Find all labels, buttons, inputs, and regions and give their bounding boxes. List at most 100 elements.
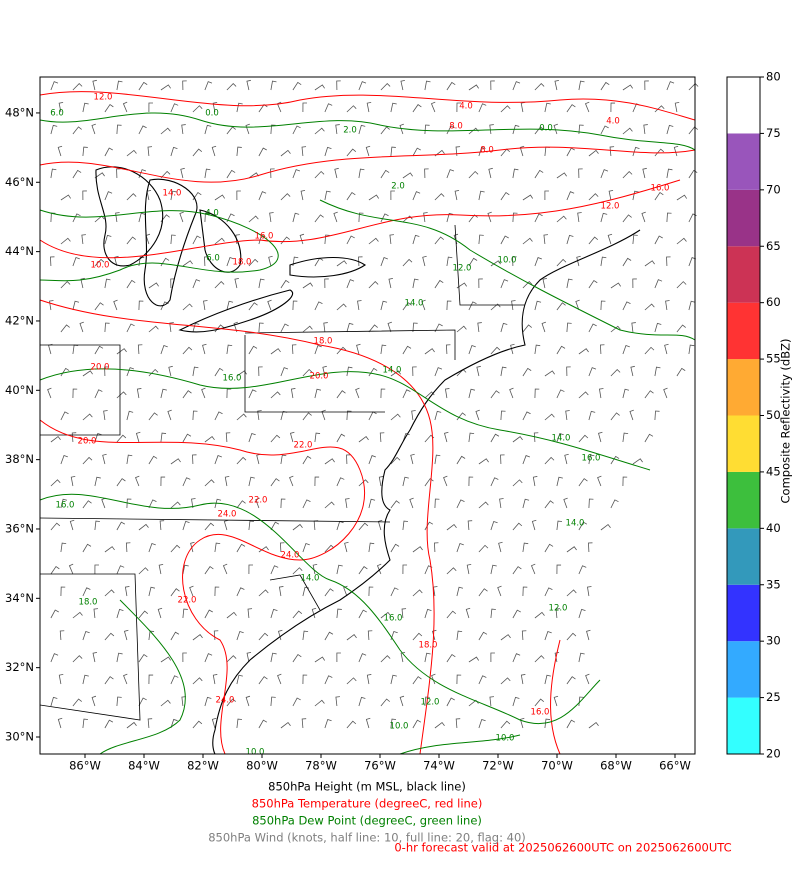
wind-barb xyxy=(380,83,391,91)
wind-barb xyxy=(334,167,339,179)
wind-barb xyxy=(578,348,589,355)
wind-barb xyxy=(411,410,416,421)
wind-barb xyxy=(688,169,698,179)
wind-barb xyxy=(399,695,405,707)
wind-barb xyxy=(324,588,334,597)
wind-barb xyxy=(82,370,93,377)
wind-barb xyxy=(622,214,632,223)
wind-barb xyxy=(346,322,354,333)
wind-barb xyxy=(247,608,253,619)
wind-barb xyxy=(566,589,577,597)
wind-barb xyxy=(324,631,334,641)
wind-barb xyxy=(410,453,415,465)
wind-barb xyxy=(211,145,217,157)
wind-barb xyxy=(346,366,353,377)
wind-barb xyxy=(291,344,297,355)
wind-barb xyxy=(390,413,401,421)
wind-barb xyxy=(512,522,523,531)
wind-barb xyxy=(267,299,272,311)
colorbar-tick-label: 20 xyxy=(766,747,781,761)
wind-barb xyxy=(500,105,511,113)
wind-barb xyxy=(160,432,167,443)
wind-barb xyxy=(147,718,153,729)
wind-barb xyxy=(50,522,61,531)
wind-barb xyxy=(160,344,168,355)
wind-barb xyxy=(412,147,421,157)
wind-barb xyxy=(534,83,545,91)
wind-barb xyxy=(412,676,422,685)
wind-barb xyxy=(446,697,455,707)
wind-barb xyxy=(500,410,506,421)
wind-barb xyxy=(236,146,242,157)
wind-barb xyxy=(148,368,159,377)
wind-barb xyxy=(113,299,118,311)
wind-barb xyxy=(433,542,439,553)
wind-barb xyxy=(314,301,323,311)
wind-barb xyxy=(673,145,679,157)
wind-barb xyxy=(543,234,548,245)
wind-barb xyxy=(116,348,127,355)
wind-barb xyxy=(170,278,175,289)
wind-barb xyxy=(380,300,388,311)
legend-dewpoint: 850hPa Dew Point (degreeC, green line) xyxy=(252,814,482,828)
wind-barb xyxy=(204,522,215,531)
wind-barb xyxy=(622,170,633,179)
wind-barb xyxy=(182,260,193,267)
wind-barb xyxy=(355,387,360,399)
wind-barb xyxy=(488,167,493,179)
wind-barb xyxy=(512,696,520,707)
wind-barb xyxy=(632,458,643,465)
wind-barb xyxy=(610,368,621,377)
wind-barb xyxy=(57,717,63,729)
wind-barb xyxy=(676,194,688,201)
wind-barb xyxy=(192,454,197,465)
wind-barb xyxy=(534,300,542,311)
wind-barb xyxy=(666,124,674,135)
wind-barb xyxy=(181,124,186,135)
wind-barb xyxy=(632,146,640,157)
wind-barb xyxy=(522,367,532,377)
wind-barb xyxy=(368,194,379,201)
wind-barb xyxy=(324,718,332,729)
temperature-label: 22.0 xyxy=(178,596,197,606)
wind-barb xyxy=(644,260,655,267)
contour-labels: 12.0 4.0 8.0 4.0 8.0 16.0 12.0 14.0 16.0 18.0 10.0… xyxy=(50,93,669,758)
wind-barb xyxy=(434,149,445,157)
wind-barb xyxy=(280,323,289,333)
wind-barb xyxy=(434,323,443,333)
wind-barb xyxy=(663,387,668,399)
wind-barb xyxy=(82,413,93,421)
wind-barb xyxy=(280,193,291,201)
lake-huron xyxy=(199,209,242,273)
wind-barb xyxy=(490,520,498,531)
wind-barb xyxy=(246,79,251,91)
wind-barb xyxy=(191,498,196,509)
wind-barb xyxy=(180,167,185,179)
wind-barb xyxy=(520,674,526,685)
wind-barb xyxy=(430,101,436,113)
wind-barb xyxy=(642,167,647,179)
wind-barb xyxy=(468,84,479,91)
wind-barb xyxy=(126,410,134,421)
wind-barb xyxy=(104,366,109,377)
wind-barb xyxy=(346,454,351,465)
wind-barb xyxy=(446,610,457,619)
legend-height: 850hPa Height (m MSL, black line) xyxy=(268,780,466,794)
colorbar-bin xyxy=(727,415,760,472)
wind-barb xyxy=(576,255,581,267)
wind-barb xyxy=(489,696,494,707)
wind-barb xyxy=(170,588,180,597)
dewpoint-label: 16.0 xyxy=(384,614,403,624)
wind-barb xyxy=(138,300,144,311)
wind-barb xyxy=(116,565,125,575)
wind-barb xyxy=(300,189,306,201)
dewpoint-label: 10.0 xyxy=(498,256,517,266)
wind-barb xyxy=(500,677,511,685)
wind-barb xyxy=(390,718,397,729)
wind-barb xyxy=(236,543,246,553)
temperature-label: 8.0 xyxy=(449,122,463,132)
wind-barb xyxy=(456,674,462,685)
wind-barb xyxy=(556,302,566,311)
wind-barb xyxy=(446,212,454,223)
wind-barb xyxy=(214,194,225,201)
